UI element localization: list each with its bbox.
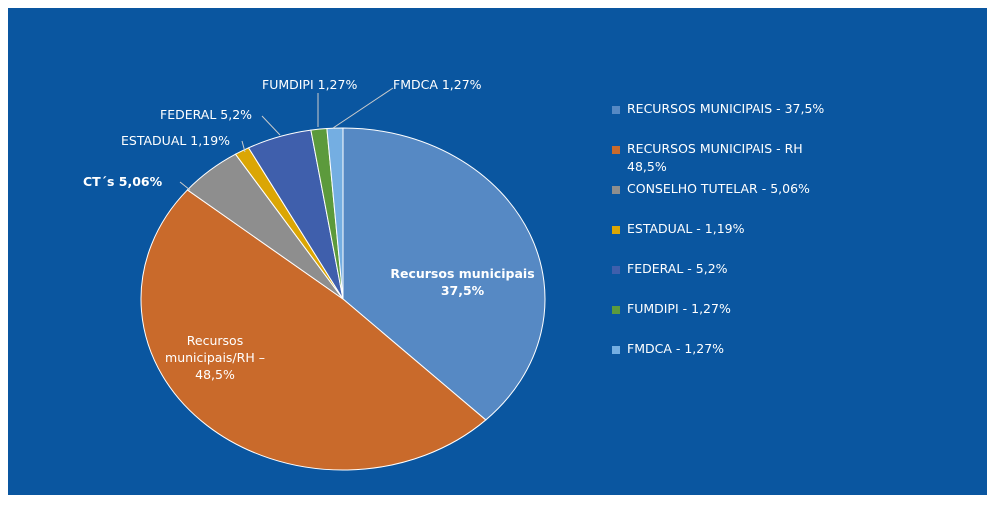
legend-label: FMDCA - 1,27% xyxy=(627,341,725,356)
leader-line xyxy=(241,140,246,153)
pie-slice xyxy=(342,127,546,421)
data-label: FMDCA 1,27% xyxy=(393,77,482,92)
legend-swatch xyxy=(612,186,620,194)
legend-entry: ESTADUAL - 1,19% xyxy=(612,220,857,238)
legend-entry: FEDERAL - 5,2% xyxy=(612,260,857,278)
legend-swatch xyxy=(612,106,620,114)
leader-line xyxy=(261,115,281,136)
data-label: ESTADUAL 1,19% xyxy=(121,133,231,148)
legend-label: CONSELHO TUTELAR - 5,06% xyxy=(627,181,810,196)
legend-label: RECURSOS MUNICIPAIS - 37,5% xyxy=(627,101,825,116)
legend-label: ESTADUAL - 1,19% xyxy=(627,221,745,236)
data-label: Recursos municipais/RH – 48,5% xyxy=(165,333,265,382)
legend-swatch xyxy=(612,306,620,314)
legend-entry: FMDCA - 1,27% xyxy=(612,340,857,358)
legend-swatch xyxy=(612,226,620,234)
leader-line xyxy=(332,87,394,129)
legend-label: FUMDIPI - 1,27% xyxy=(627,301,731,316)
pie-slice xyxy=(326,127,344,300)
data-label: FUMDIPI 1,27% xyxy=(262,77,358,92)
legend-entry: RECURSOS MUNICIPAIS - RH 48,5% xyxy=(612,140,827,176)
legend-swatch xyxy=(612,146,620,154)
legend-swatch xyxy=(612,346,620,354)
data-label: Recursos municipais 37,5% xyxy=(390,266,535,298)
legend-swatch xyxy=(612,266,620,274)
legend-entry: CONSELHO TUTELAR - 5,06% xyxy=(612,180,857,198)
data-label: FEDERAL 5,2% xyxy=(160,107,253,122)
pie-slice xyxy=(140,189,487,471)
legend-entry: RECURSOS MUNICIPAIS - 37,5% xyxy=(612,100,857,118)
legend-label: RECURSOS MUNICIPAIS - RH 48,5% xyxy=(627,141,803,174)
data-label: CT´s 5,06% xyxy=(83,174,163,189)
leader-line xyxy=(179,181,191,191)
legend-label: FEDERAL - 5,2% xyxy=(627,261,728,276)
legend-entry: FUMDIPI - 1,27% xyxy=(612,300,857,318)
